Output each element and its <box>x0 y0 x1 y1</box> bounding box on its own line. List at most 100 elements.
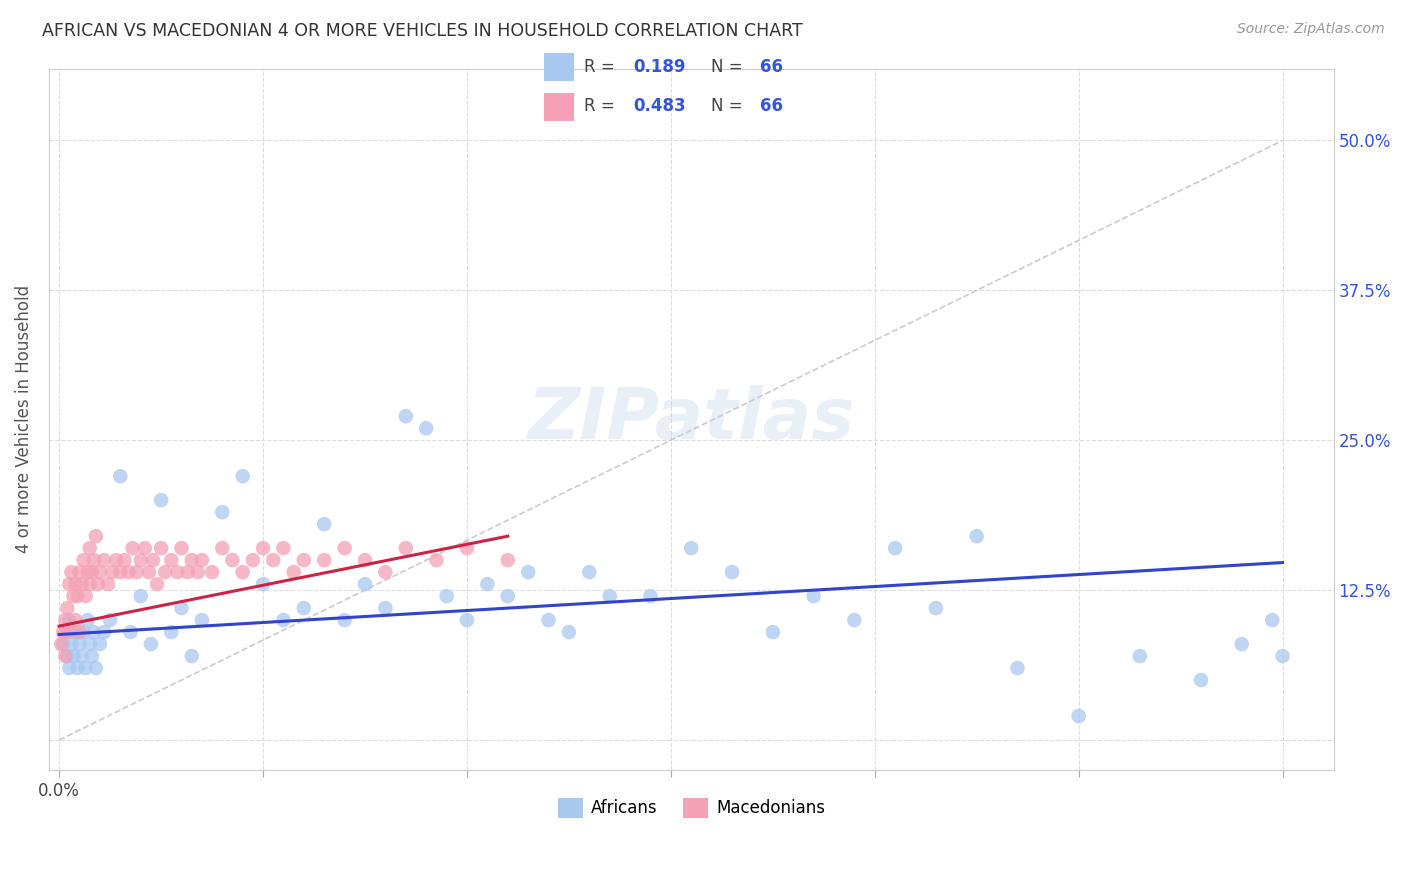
Point <box>232 469 254 483</box>
Point <box>599 589 621 603</box>
Point <box>537 613 560 627</box>
Point <box>354 553 377 567</box>
Point <box>150 541 173 556</box>
Point <box>496 589 519 603</box>
Point <box>84 661 107 675</box>
Point <box>374 565 396 579</box>
Point <box>374 601 396 615</box>
Text: 66: 66 <box>761 58 783 76</box>
Point <box>803 589 825 603</box>
Point <box>1067 709 1090 723</box>
Point <box>187 565 209 579</box>
Point <box>273 541 295 556</box>
Point <box>354 577 377 591</box>
Point <box>1189 673 1212 687</box>
Point <box>170 541 193 556</box>
Point <box>395 409 418 424</box>
Point <box>65 613 87 627</box>
Point <box>333 613 356 627</box>
Point <box>640 589 662 603</box>
Point <box>125 565 148 579</box>
Point <box>681 541 703 556</box>
Point <box>1230 637 1253 651</box>
Text: ZIPatlas: ZIPatlas <box>527 384 855 454</box>
Point <box>80 649 103 664</box>
Point <box>252 577 274 591</box>
Point <box>56 601 79 615</box>
Point <box>110 469 132 483</box>
Legend: Africans, Macedonians: Africans, Macedonians <box>551 791 831 825</box>
Point <box>232 565 254 579</box>
Y-axis label: 4 or more Vehicles in Household: 4 or more Vehicles in Household <box>15 285 32 553</box>
Point <box>56 649 79 664</box>
Point <box>314 517 336 532</box>
Point <box>142 553 165 567</box>
Point <box>66 589 89 603</box>
Point <box>65 577 87 591</box>
Point <box>273 613 295 627</box>
Point <box>191 553 214 567</box>
Point <box>75 661 97 675</box>
Point <box>966 529 988 543</box>
Point <box>69 637 91 651</box>
Point <box>60 637 83 651</box>
Point <box>51 637 73 651</box>
Text: AFRICAN VS MACEDONIAN 4 OR MORE VEHICLES IN HOUSEHOLD CORRELATION CHART: AFRICAN VS MACEDONIAN 4 OR MORE VEHICLES… <box>42 22 803 40</box>
Point <box>1271 649 1294 664</box>
Point <box>93 625 115 640</box>
Point <box>139 637 162 651</box>
Point <box>79 541 101 556</box>
Point <box>89 565 111 579</box>
Point <box>121 541 143 556</box>
Point <box>112 553 135 567</box>
Point <box>211 505 233 519</box>
Point <box>98 613 121 627</box>
Point <box>62 589 84 603</box>
Point <box>117 565 139 579</box>
Point <box>89 637 111 651</box>
Point <box>97 577 120 591</box>
Point <box>52 625 75 640</box>
Point <box>101 565 124 579</box>
Point <box>292 553 315 567</box>
Point <box>83 553 105 567</box>
Text: 0.483: 0.483 <box>633 97 686 115</box>
Point <box>53 613 76 627</box>
Point <box>558 625 581 640</box>
Point <box>69 625 91 640</box>
Point <box>292 601 315 615</box>
Point <box>333 541 356 556</box>
Text: N =: N = <box>710 97 748 115</box>
Point <box>211 541 233 556</box>
Point <box>153 565 176 579</box>
Point <box>578 565 600 579</box>
Point <box>84 529 107 543</box>
Point <box>456 541 478 556</box>
Point <box>76 565 98 579</box>
Point <box>138 565 160 579</box>
Point <box>176 565 198 579</box>
Text: 0.189: 0.189 <box>633 58 686 76</box>
Point <box>76 613 98 627</box>
Point <box>456 613 478 627</box>
Point <box>170 601 193 615</box>
Point <box>58 613 80 627</box>
Point <box>58 577 80 591</box>
Point <box>1007 661 1029 675</box>
Point <box>160 625 183 640</box>
Point <box>52 637 75 651</box>
Point <box>477 577 499 591</box>
Point <box>53 625 76 640</box>
Point <box>70 577 93 591</box>
Point <box>925 601 948 615</box>
Bar <box>544 93 575 120</box>
Point <box>395 541 418 556</box>
Point <box>120 625 142 640</box>
Point <box>69 565 91 579</box>
Point <box>53 649 76 664</box>
Point <box>110 565 132 579</box>
Point <box>66 661 89 675</box>
Point <box>129 553 152 567</box>
Point <box>83 625 105 640</box>
Text: R =: R = <box>583 58 620 76</box>
